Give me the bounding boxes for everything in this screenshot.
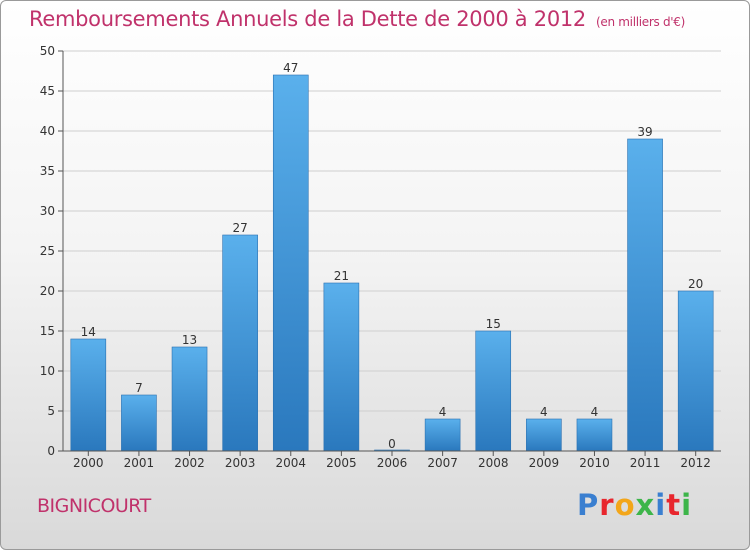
x-tick-label: 2005	[326, 456, 357, 470]
y-tick-label: 10	[40, 364, 55, 378]
bar	[222, 234, 258, 452]
y-tick-label: 25	[40, 244, 55, 258]
bar	[272, 74, 309, 452]
x-tick-label: 2008	[478, 456, 509, 470]
x-tick-label: 2000	[73, 456, 104, 470]
proxiti-logo: Proxiti	[577, 488, 692, 522]
bar	[475, 330, 512, 452]
logo-letter: P	[577, 488, 600, 522]
x-tick-label: 2002	[174, 456, 205, 470]
x-tick-label: 2009	[529, 456, 560, 470]
bar	[424, 418, 461, 452]
x-tick-label: 2010	[579, 456, 610, 470]
x-tick-label: 2007	[427, 456, 458, 470]
x-tick-label: 2003	[225, 456, 256, 470]
x-tick-label: 2004	[275, 456, 306, 470]
bar-value-label: 4	[591, 405, 599, 419]
bar-value-label: 21	[334, 269, 349, 283]
bar-value-label: 0	[388, 437, 396, 451]
bar	[121, 394, 157, 452]
y-tick-label: 5	[47, 404, 55, 418]
bar-value-label: 14	[81, 325, 96, 339]
x-tick-label: 2001	[124, 456, 155, 470]
logo-letter: t	[666, 488, 682, 522]
commune-name: BIGNICOURT	[37, 495, 151, 517]
bar	[526, 418, 562, 452]
bar-value-label: 15	[486, 317, 501, 331]
x-tick-label: 2011	[630, 456, 661, 470]
bar	[171, 346, 208, 452]
bar	[627, 138, 663, 452]
logo-letter: i	[655, 488, 667, 522]
bar-value-label: 7	[135, 381, 143, 395]
bar-value-label: 27	[233, 221, 248, 235]
title-text: Remboursements Annuels de la Dette de 20…	[29, 7, 586, 31]
y-tick-label: 40	[40, 124, 55, 138]
logo-letter: x	[635, 488, 656, 522]
bar	[70, 338, 107, 452]
y-tick-label: 35	[40, 164, 55, 178]
bar	[576, 418, 613, 452]
logo-letter: i	[681, 488, 693, 522]
x-tick-label: 2006	[377, 456, 408, 470]
y-tick-label: 45	[40, 84, 55, 98]
y-tick-label: 50	[40, 44, 55, 58]
y-tick-label: 20	[40, 284, 55, 298]
bar-value-label: 4	[540, 405, 548, 419]
y-tick-label: 15	[40, 324, 55, 338]
bar-value-label: 4	[439, 405, 447, 419]
bar	[323, 282, 360, 452]
logo-letter: r	[599, 488, 615, 522]
bar-value-label: 47	[283, 61, 298, 75]
bar-value-label: 20	[688, 277, 703, 291]
x-tick-label: 2012	[680, 456, 711, 470]
bar-value-label: 39	[637, 125, 652, 139]
logo-letter: o	[614, 488, 636, 522]
bar	[677, 290, 714, 452]
bar-value-label: 13	[182, 333, 197, 347]
y-tick-label: 0	[47, 444, 55, 458]
chart-title: Remboursements Annuels de la Dette de 20…	[29, 7, 685, 31]
title-unit: (en milliers d'€)	[596, 15, 686, 29]
y-tick-label: 30	[40, 204, 55, 218]
